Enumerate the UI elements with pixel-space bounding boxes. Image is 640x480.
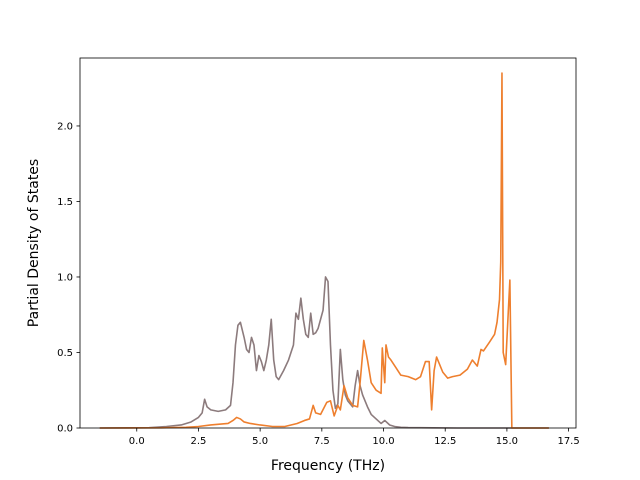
y-axis-label: Partial Density of States <box>26 159 42 327</box>
series-line-1 <box>99 276 549 429</box>
series-layer <box>99 72 549 429</box>
plot-frame <box>79 57 577 429</box>
y-tick-label: 1.5 <box>57 197 73 208</box>
x-tick-label: 12.5 <box>434 436 456 447</box>
x-tick-label: 17.5 <box>557 436 579 447</box>
y-axis-ticks: 0.0 0.5 1.0 1.5 2.0 <box>57 121 80 435</box>
y-tick-label: 1.0 <box>57 272 73 283</box>
x-tick-label: 10.0 <box>372 436 394 447</box>
x-tick-label: 5.0 <box>252 436 268 447</box>
y-tick-label: 0.5 <box>57 348 73 359</box>
y-tick-label: 0.0 <box>57 424 73 435</box>
y-tick-label: 2.0 <box>57 121 73 132</box>
x-tick-label: 15.0 <box>496 436 518 447</box>
x-tick-label: 2.5 <box>190 436 206 447</box>
x-tick-label: 0.0 <box>129 436 145 447</box>
x-axis-label: Frequency (THz) <box>271 458 385 474</box>
x-axis-ticks: 0.0 2.5 5.0 7.5 10.0 12.5 15.0 17.5 <box>129 428 580 447</box>
series-line-2 <box>99 72 549 429</box>
x-tick-label: 7.5 <box>314 436 330 447</box>
